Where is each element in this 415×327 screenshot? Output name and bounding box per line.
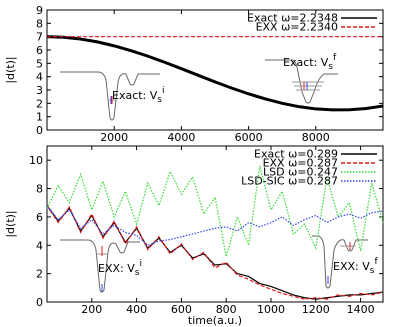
y-tick-label: 1 — [36, 111, 43, 124]
y-tick-label: 4 — [36, 71, 43, 84]
series-line — [46, 35, 384, 112]
annotation-sub: s — [157, 95, 162, 105]
x-axis-label: time(a.u.) — [188, 314, 242, 327]
plot-frame — [46, 9, 384, 131]
annotation: EXX: Vsf — [333, 257, 378, 276]
y-tick-label: 0 — [36, 124, 43, 137]
y-tick-label: 0 — [36, 296, 43, 309]
annotation-text: Exact: V — [283, 56, 329, 69]
legend-label: LSD ω=0.247 — [263, 166, 338, 179]
y-tick-label: 3 — [36, 84, 43, 97]
legend-label: EXX ω=0.287 — [263, 157, 338, 170]
annotation-sup: i — [139, 259, 142, 269]
annotation-sup: f — [374, 257, 378, 267]
legend-label: LSD-SIC ω=0.287 — [241, 175, 338, 188]
y-tick-label: 7 — [36, 31, 43, 44]
y-tick-label: 2 — [36, 97, 43, 110]
legend-label: Exact ω=2.2348 — [247, 12, 338, 25]
x-tick-label: 1200 — [302, 303, 330, 316]
x-tick-label: 1000 — [257, 303, 285, 316]
x-tick-label: 800 — [216, 303, 237, 316]
y-tick-label: 8 — [36, 183, 43, 196]
legend-label: EXX ω=2.2340 — [256, 21, 338, 34]
series-line — [46, 165, 384, 257]
annotation-text: Exact: V — [112, 89, 158, 102]
x-tick-label: 200 — [81, 303, 102, 316]
legend-label: Exact ω=0.289 — [254, 148, 338, 161]
y-tick-label: 9 — [36, 4, 43, 17]
annotation-sup: i — [162, 86, 165, 96]
y-tick-label: 4 — [36, 239, 43, 252]
y-tick-label: 2 — [36, 268, 43, 281]
y-tick-label: 6 — [36, 211, 43, 224]
y-tick-label: 10 — [29, 154, 43, 167]
x-tick-label: 4000 — [167, 131, 195, 144]
x-tick-label: 2000 — [100, 131, 128, 144]
y-axis-label: |d(t)| — [4, 56, 17, 83]
x-tick-label: 1400 — [347, 303, 375, 316]
annotation: Exact: Vsi — [112, 86, 165, 105]
x-tick-label: 8000 — [302, 131, 330, 144]
annotation-text: EXX: V — [98, 262, 135, 275]
y-axis-label: |d(t)| — [4, 210, 17, 237]
series-line — [46, 205, 384, 300]
inset-well — [60, 59, 368, 293]
annotation-sub: s — [135, 268, 140, 278]
annotation-sub: s — [370, 266, 375, 276]
annotation-sub: s — [328, 62, 333, 72]
series-line — [46, 205, 384, 246]
annotation-text: EXX: V — [333, 260, 370, 273]
y-tick-label: 6 — [36, 44, 43, 57]
y-tick-label: 8 — [36, 17, 43, 30]
x-tick-label: 6000 — [235, 131, 263, 144]
y-tick-label: 5 — [36, 57, 43, 70]
annotation-sup: f — [333, 53, 337, 63]
annotation: EXX: Vsi — [98, 259, 142, 278]
x-tick-label: 400 — [126, 303, 147, 316]
plot-frame — [46, 145, 384, 303]
annotation: Exact: Vsf — [283, 53, 337, 72]
x-tick-label: 600 — [171, 303, 192, 316]
